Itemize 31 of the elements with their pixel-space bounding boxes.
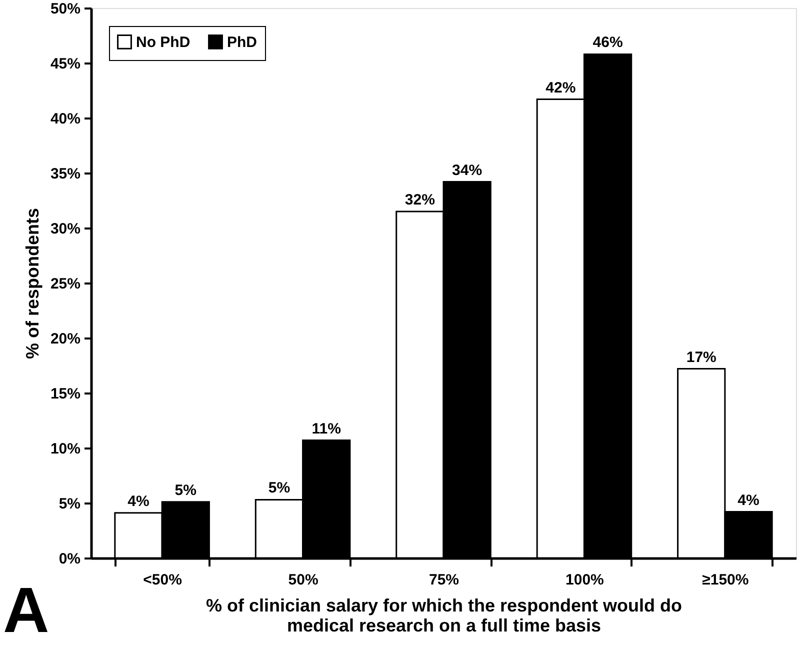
y-tick-label: 10% xyxy=(50,440,80,458)
legend-label: PhD xyxy=(227,34,258,51)
data-label: 4% xyxy=(128,492,150,510)
data-label: 42% xyxy=(546,79,576,96)
y-tick-label: 45% xyxy=(50,56,80,72)
y-tick-label: 35% xyxy=(50,166,80,182)
data-label: 5% xyxy=(268,480,290,497)
data-label: 32% xyxy=(404,192,435,208)
data-label: 11% xyxy=(312,420,341,438)
text: A xyxy=(3,574,50,646)
legend-label: No PhD xyxy=(136,34,190,51)
x-tick-label: 75% xyxy=(428,572,460,588)
data-label: 5% xyxy=(174,482,196,499)
data-label: 4% xyxy=(738,492,760,509)
data-label: 17% xyxy=(686,348,716,366)
x-tick-label: 100% xyxy=(566,572,604,588)
y-tick-label: 0% xyxy=(58,550,80,568)
y-tick-label: 30% xyxy=(50,220,80,238)
x-tick-label: 50% xyxy=(288,572,318,588)
y-tick-label: 25% xyxy=(50,276,80,292)
y-tick-label: 40% xyxy=(50,110,80,128)
y-tick-label: 20% xyxy=(50,330,80,348)
x-axis-title: % of clinician salary for which the respondent would do medical research on a full time basis xyxy=(206,596,682,636)
y-tick-label: 15% xyxy=(50,386,80,402)
data-label: 34% xyxy=(452,162,482,179)
y-tick-label: 5% xyxy=(58,496,80,512)
data-label: 46% xyxy=(592,34,623,52)
y-axis-title: % of respondents xyxy=(22,208,42,360)
x-tick-label: <50% xyxy=(143,572,182,588)
x-tick-label: ≥150% xyxy=(702,572,749,588)
y-tick-label: 50% xyxy=(50,0,80,18)
